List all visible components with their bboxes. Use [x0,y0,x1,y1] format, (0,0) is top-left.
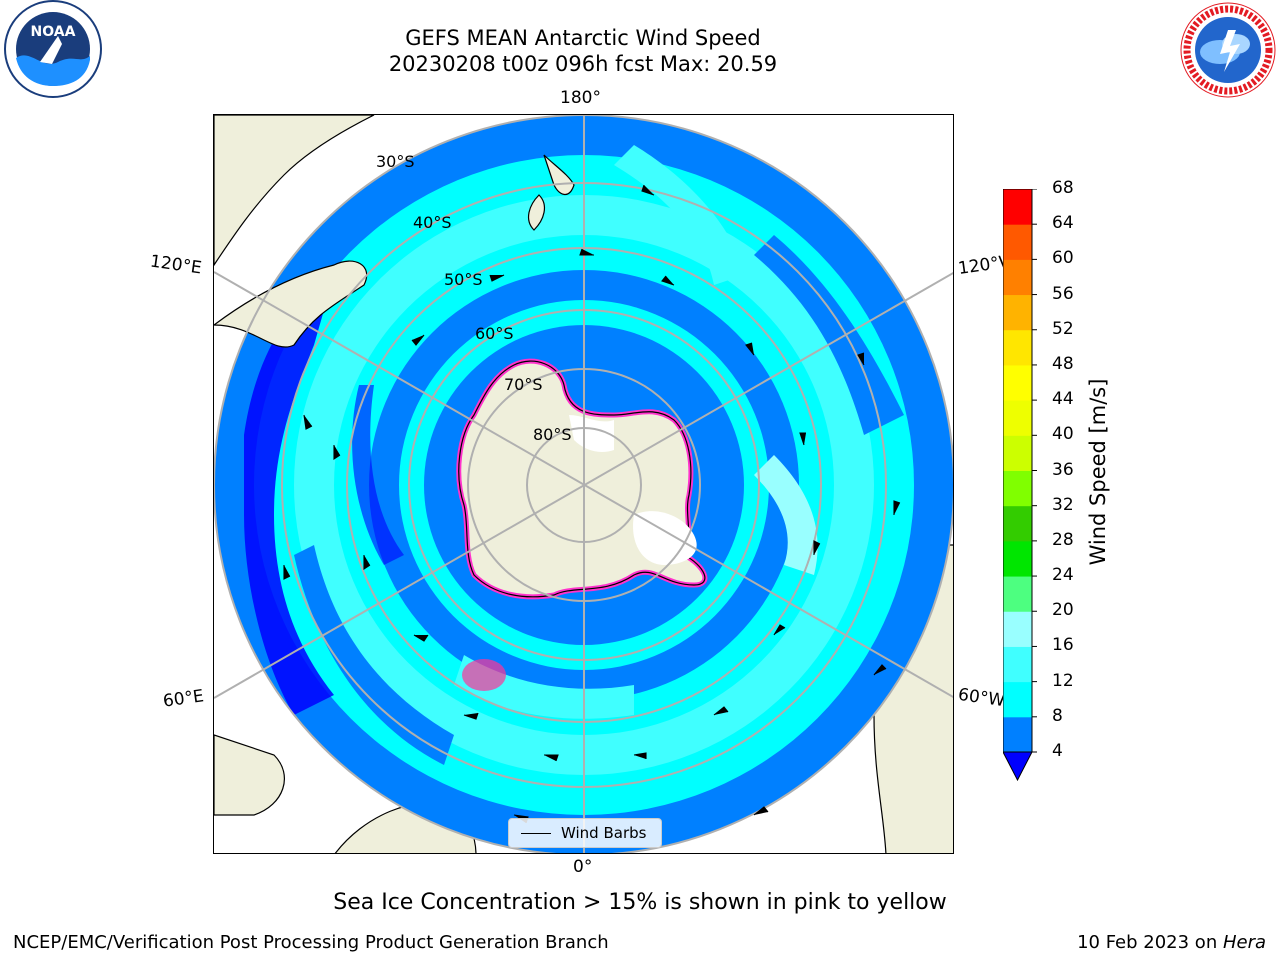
footer-host: Hera [1222,932,1266,953]
colorbar-segment [1003,400,1032,436]
colorbar-tick-label: 56 [1052,283,1074,304]
lat-label-50s: 50°S [444,270,483,289]
colorbar-segment [1003,435,1032,471]
noaa-logo-text: NOAA [31,24,76,40]
colorbar-tick-label: 16 [1052,635,1074,656]
lon-label-120e: 120°E [148,251,203,279]
colorbar-segment [1003,224,1032,260]
sea-ice-note: Sea Ice Concentration > 15% is shown in … [333,890,947,915]
lat-label-80s: 80°S [533,425,572,444]
colorbar-segment [1003,329,1032,366]
footer-date: 10 Feb 2023 on Hera [1077,932,1266,953]
legend-label: Wind Barbs [561,824,647,842]
colorbar-segment [1003,470,1032,507]
colorbar-tick-label: 40 [1052,424,1074,445]
colorbar-tick-label: 64 [1052,213,1074,234]
colorbar-segment [1003,681,1032,718]
colorbar-segment [1003,646,1032,683]
colorbar-tick-label: 4 [1052,741,1063,761]
colorbar-tick-label: 52 [1052,318,1074,339]
colorbar-segment [1003,540,1032,577]
map-legend: Wind Barbs [508,818,662,848]
polar-map [213,114,954,854]
colorbar-segment [1003,611,1032,647]
antarctica [456,358,708,600]
legend-wind-barb-swatch [521,832,551,834]
colorbar-tick-label: 68 [1052,178,1074,198]
colorbar-tick-label: 60 [1052,248,1074,269]
colorbar-segment [1003,716,1032,753]
lon-label-60w: 60°W [956,684,1007,712]
lon-label-60e: 60°E [161,686,206,712]
colorbar [1003,189,1037,782]
colorbar-tick-label: 12 [1052,670,1074,691]
lon-label-180: 180° [560,88,601,108]
colorbar-segment [1003,364,1032,401]
colorbar-tick-label: 44 [1052,389,1074,410]
colorbar-segment [1003,294,1032,331]
lon-label-0: 0° [573,857,593,877]
wind-barbs [283,184,901,824]
colorbar-tick-label: 48 [1052,353,1074,374]
colorbar-segment [1003,259,1032,296]
colorbar-tick-label: 24 [1052,565,1074,586]
colorbar-segment [1003,189,1032,225]
footer-branch: NCEP/EMC/Verification Post Processing Pr… [13,932,609,953]
colorbar-tick-label: 36 [1052,459,1074,480]
lat-label-30s: 30°S [376,152,415,171]
colorbar-segment [1003,505,1032,542]
colorbar-tick-label: 28 [1052,529,1074,550]
colorbar-tick-label: 8 [1052,705,1063,726]
continents-edge [214,154,575,348]
map-subtitle: 20230208 t00z 096h fcst Max: 20.59 [388,52,778,76]
lat-label-60s: 60°S [475,324,514,343]
map-canvas [214,115,953,853]
noaa-logo: NOAA [4,0,102,98]
colorbar-under-arrow [1003,751,1033,782]
map-title: GEFS MEAN Antarctic Wind Speed [405,26,761,50]
lat-label-70s: 70°S [504,375,543,394]
colorbar-tick-label: 32 [1052,494,1074,515]
nws-logo [1180,2,1276,98]
lat-label-40s: 40°S [413,213,452,232]
footer-date-text: 10 Feb 2023 on [1077,932,1223,953]
graticule [214,115,953,853]
colorbar-segment [1003,576,1032,612]
colorbar-tick-label: 20 [1052,600,1074,621]
colorbar-title: Wind Speed [m/s] [1086,378,1110,566]
